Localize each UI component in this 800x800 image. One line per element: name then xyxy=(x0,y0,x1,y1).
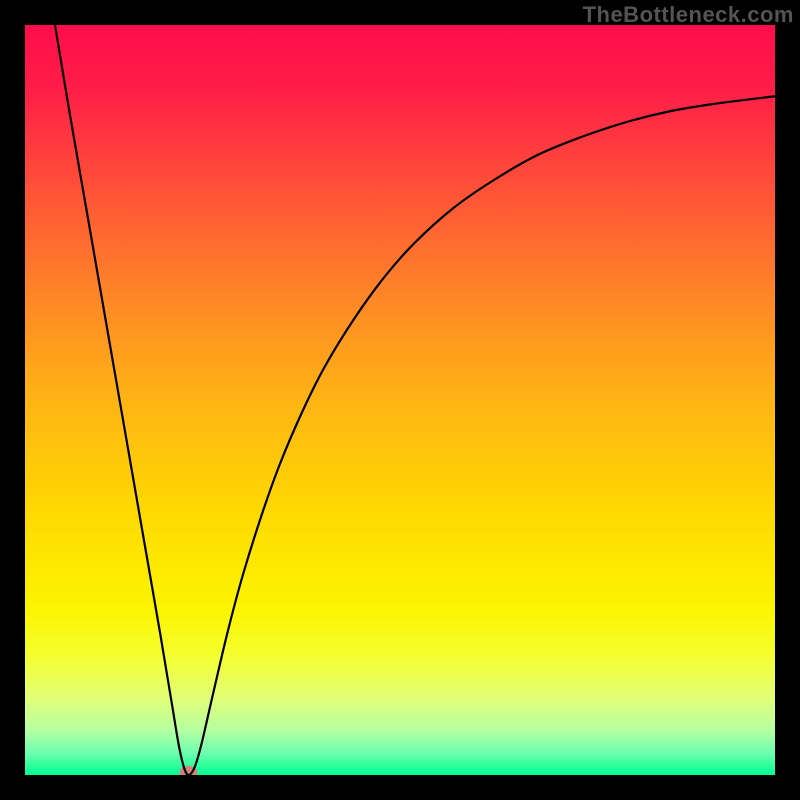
chart-root: TheBottleneck.com xyxy=(0,0,800,800)
watermark-text: TheBottleneck.com xyxy=(583,2,794,28)
curve-layer xyxy=(25,25,775,775)
bottleneck-curve xyxy=(55,25,775,775)
